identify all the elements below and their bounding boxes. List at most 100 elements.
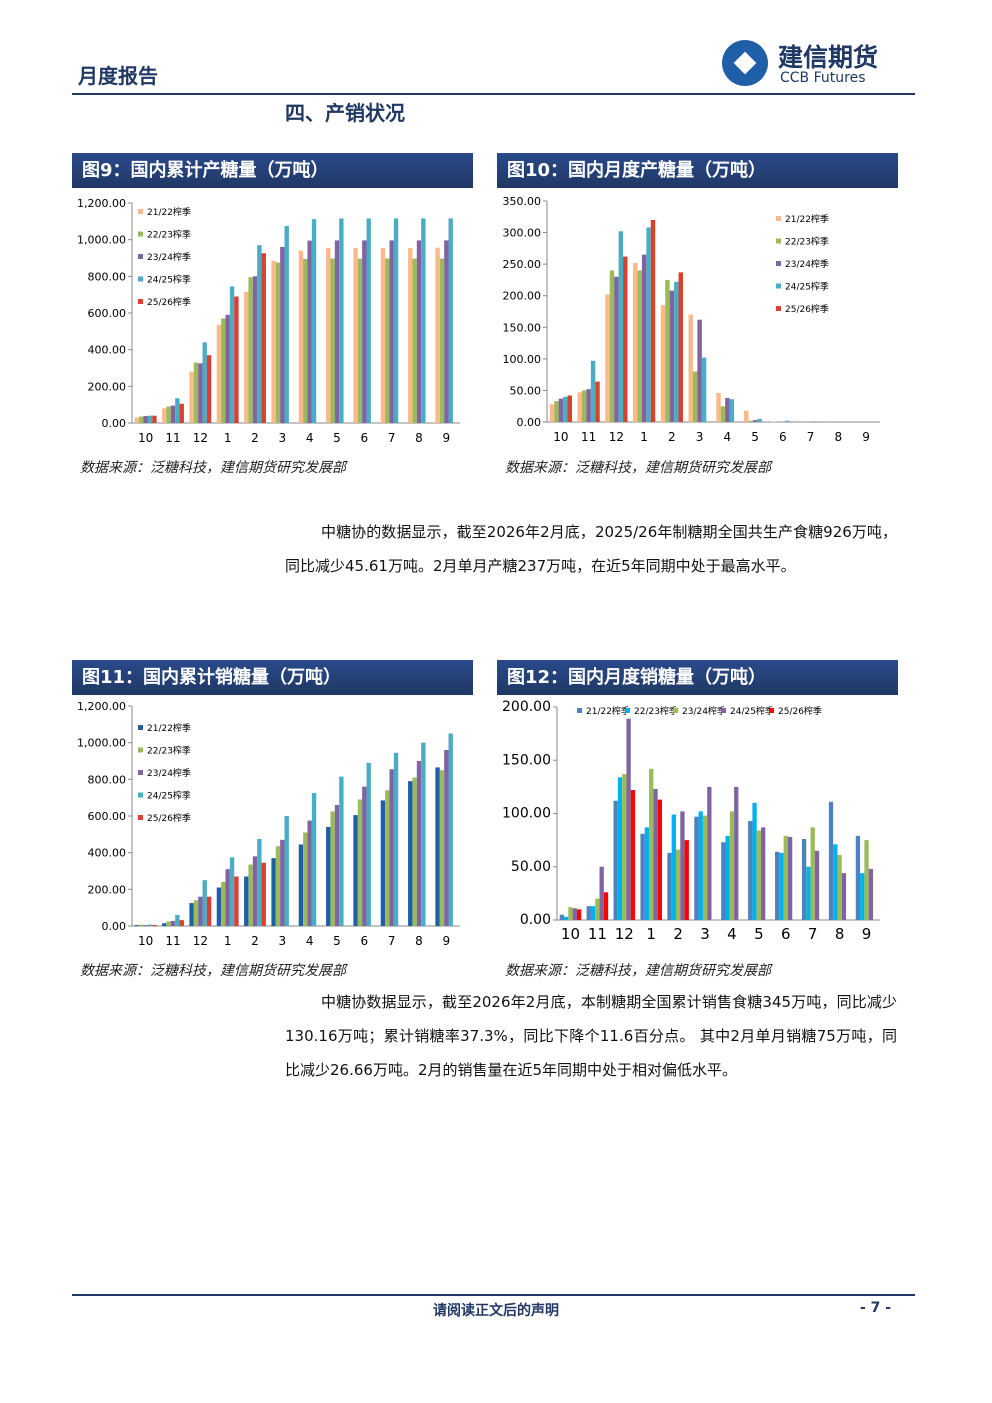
bar	[280, 247, 285, 423]
x-tick-label: 9	[862, 925, 872, 943]
x-tick-label: 1	[224, 934, 232, 948]
x-tick-label: 12	[609, 430, 624, 444]
bar	[143, 416, 148, 423]
x-tick-label: 9	[862, 430, 870, 444]
legend-label: 21/22榨季	[586, 705, 630, 717]
header-rule	[72, 93, 915, 95]
bar	[868, 868, 874, 920]
bar	[326, 827, 331, 926]
bar	[729, 399, 735, 422]
bar	[416, 761, 422, 926]
legend-label: 23/24榨季	[147, 251, 191, 263]
bar	[692, 371, 698, 422]
bar	[720, 406, 726, 422]
bar	[609, 270, 615, 422]
bar	[757, 418, 762, 422]
bar	[134, 417, 140, 423]
bar	[362, 240, 367, 423]
bar	[252, 856, 258, 926]
y-tick-label: 800.00	[88, 270, 127, 283]
x-tick-label: 6	[781, 925, 791, 943]
y-tick-label: 250.00	[503, 258, 542, 271]
x-tick-label: 12	[193, 431, 208, 445]
source: 数据来源：泛糖科技，建信期货研究发展部	[80, 460, 346, 476]
bar	[439, 770, 445, 926]
bar	[814, 850, 820, 920]
y-tick-label: 1,200.00	[77, 700, 126, 713]
bar	[752, 802, 757, 920]
bar	[657, 799, 662, 920]
bar	[244, 876, 249, 926]
bar	[179, 403, 184, 423]
bar	[646, 227, 651, 422]
bar	[152, 924, 157, 926]
bar	[353, 815, 358, 926]
bar	[189, 903, 194, 926]
legend-swatch	[138, 299, 143, 304]
bar	[139, 924, 144, 926]
bar	[590, 906, 596, 920]
bar	[202, 342, 207, 423]
y-tick-label: 50.00	[511, 859, 551, 875]
bar	[326, 247, 331, 423]
x-tick-label: 6	[779, 430, 787, 444]
section-title: 四、产销状况	[285, 101, 405, 125]
y-tick-label: 200.00	[88, 883, 127, 896]
bar	[448, 218, 453, 423]
legend-swatch	[625, 708, 630, 713]
bar	[448, 733, 453, 926]
bar	[389, 240, 394, 423]
bar	[806, 866, 811, 920]
footer-rule	[72, 1294, 915, 1296]
bar	[248, 864, 253, 926]
y-tick-label: 600.00	[88, 307, 127, 320]
bar	[680, 811, 685, 920]
y-tick-label: 0.00	[102, 417, 127, 430]
x-tick-label: 5	[754, 925, 764, 943]
bar	[252, 276, 258, 423]
bar	[563, 396, 568, 422]
legend-label: 22/23榨季	[785, 236, 829, 248]
x-tick-label: 5	[751, 430, 759, 444]
bar	[202, 880, 207, 926]
bar	[841, 873, 847, 920]
y-tick-label: 1,200.00	[77, 197, 126, 210]
bar	[586, 906, 591, 920]
legend-label: 22/23榨季	[634, 705, 678, 717]
x-tick-label: 4	[306, 934, 314, 948]
bar	[261, 862, 266, 926]
bar	[366, 218, 371, 423]
bar	[298, 250, 304, 423]
bar	[229, 286, 235, 423]
x-tick-label: 10	[561, 925, 580, 943]
bar	[280, 839, 285, 926]
bar	[698, 811, 703, 920]
bar	[828, 801, 834, 920]
bar	[303, 832, 308, 926]
bar	[170, 405, 176, 423]
bar	[444, 750, 449, 926]
bar	[147, 924, 153, 926]
page-number: - 7 -	[860, 1300, 892, 1316]
x-tick-label: 11	[165, 934, 180, 948]
logo-icon	[722, 40, 768, 86]
paragraph: 中糖协的数据显示，截至2026年2月底，2025/26年制糖期全国共生产食糖92…	[285, 523, 897, 575]
bar	[307, 820, 312, 926]
bar	[271, 260, 276, 423]
bar	[637, 270, 642, 422]
bar	[357, 799, 363, 926]
bar	[623, 256, 628, 422]
bar	[366, 762, 371, 926]
legend-swatch	[673, 708, 678, 713]
legend-swatch	[138, 747, 143, 753]
bar	[152, 415, 157, 423]
bar	[206, 896, 212, 926]
legend-swatch	[138, 770, 143, 775]
bar	[833, 844, 838, 920]
y-tick-label: 350.00	[503, 195, 542, 208]
bar	[801, 839, 807, 920]
bar	[752, 420, 758, 422]
legend-swatch	[138, 231, 143, 237]
bar	[707, 786, 712, 920]
bar	[393, 752, 399, 926]
